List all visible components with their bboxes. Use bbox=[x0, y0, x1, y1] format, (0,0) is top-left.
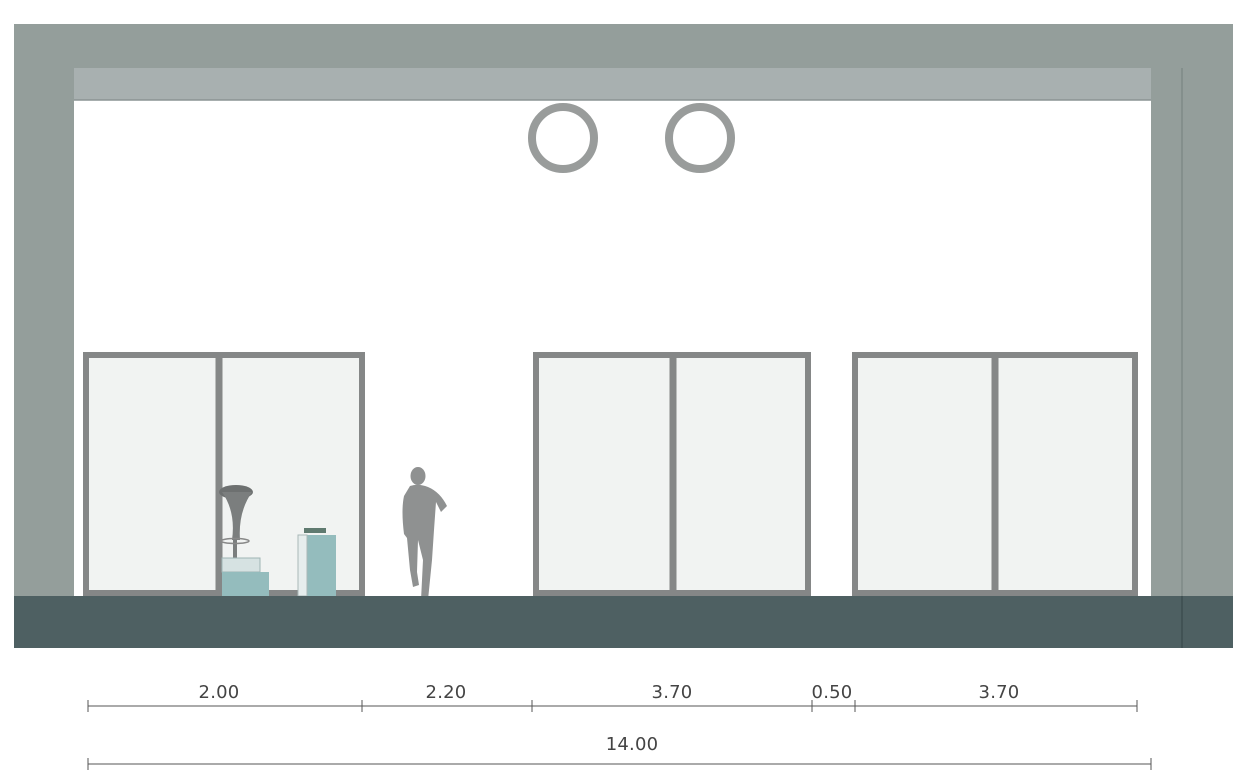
roof-slab bbox=[14, 24, 1233, 68]
window-3 bbox=[852, 352, 1138, 596]
person-silhouette bbox=[402, 467, 447, 600]
window-1 bbox=[83, 352, 365, 596]
display-cubes bbox=[221, 557, 269, 596]
dimension-label-segment-4: 0.50 bbox=[811, 682, 853, 703]
dimension-line-total bbox=[87, 758, 1152, 770]
left-column bbox=[14, 68, 74, 596]
dimension-label-segment-5: 3.70 bbox=[978, 682, 1020, 703]
right-column bbox=[1151, 68, 1233, 596]
dimension-label-segment-2: 2.20 bbox=[425, 682, 467, 703]
display-plinth bbox=[297, 528, 336, 597]
pendant-lamp-right bbox=[665, 103, 735, 173]
dimension-line-segments bbox=[87, 700, 1138, 712]
pendant-lamp-left bbox=[528, 103, 598, 173]
floor-slab bbox=[14, 596, 1233, 648]
window-2 bbox=[533, 352, 811, 596]
ceiling-beam bbox=[74, 68, 1151, 100]
dimension-label-total: 14.00 bbox=[605, 734, 659, 755]
dimension-label-segment-1: 2.00 bbox=[198, 682, 240, 703]
dimension-label-segment-3: 3.70 bbox=[651, 682, 693, 703]
